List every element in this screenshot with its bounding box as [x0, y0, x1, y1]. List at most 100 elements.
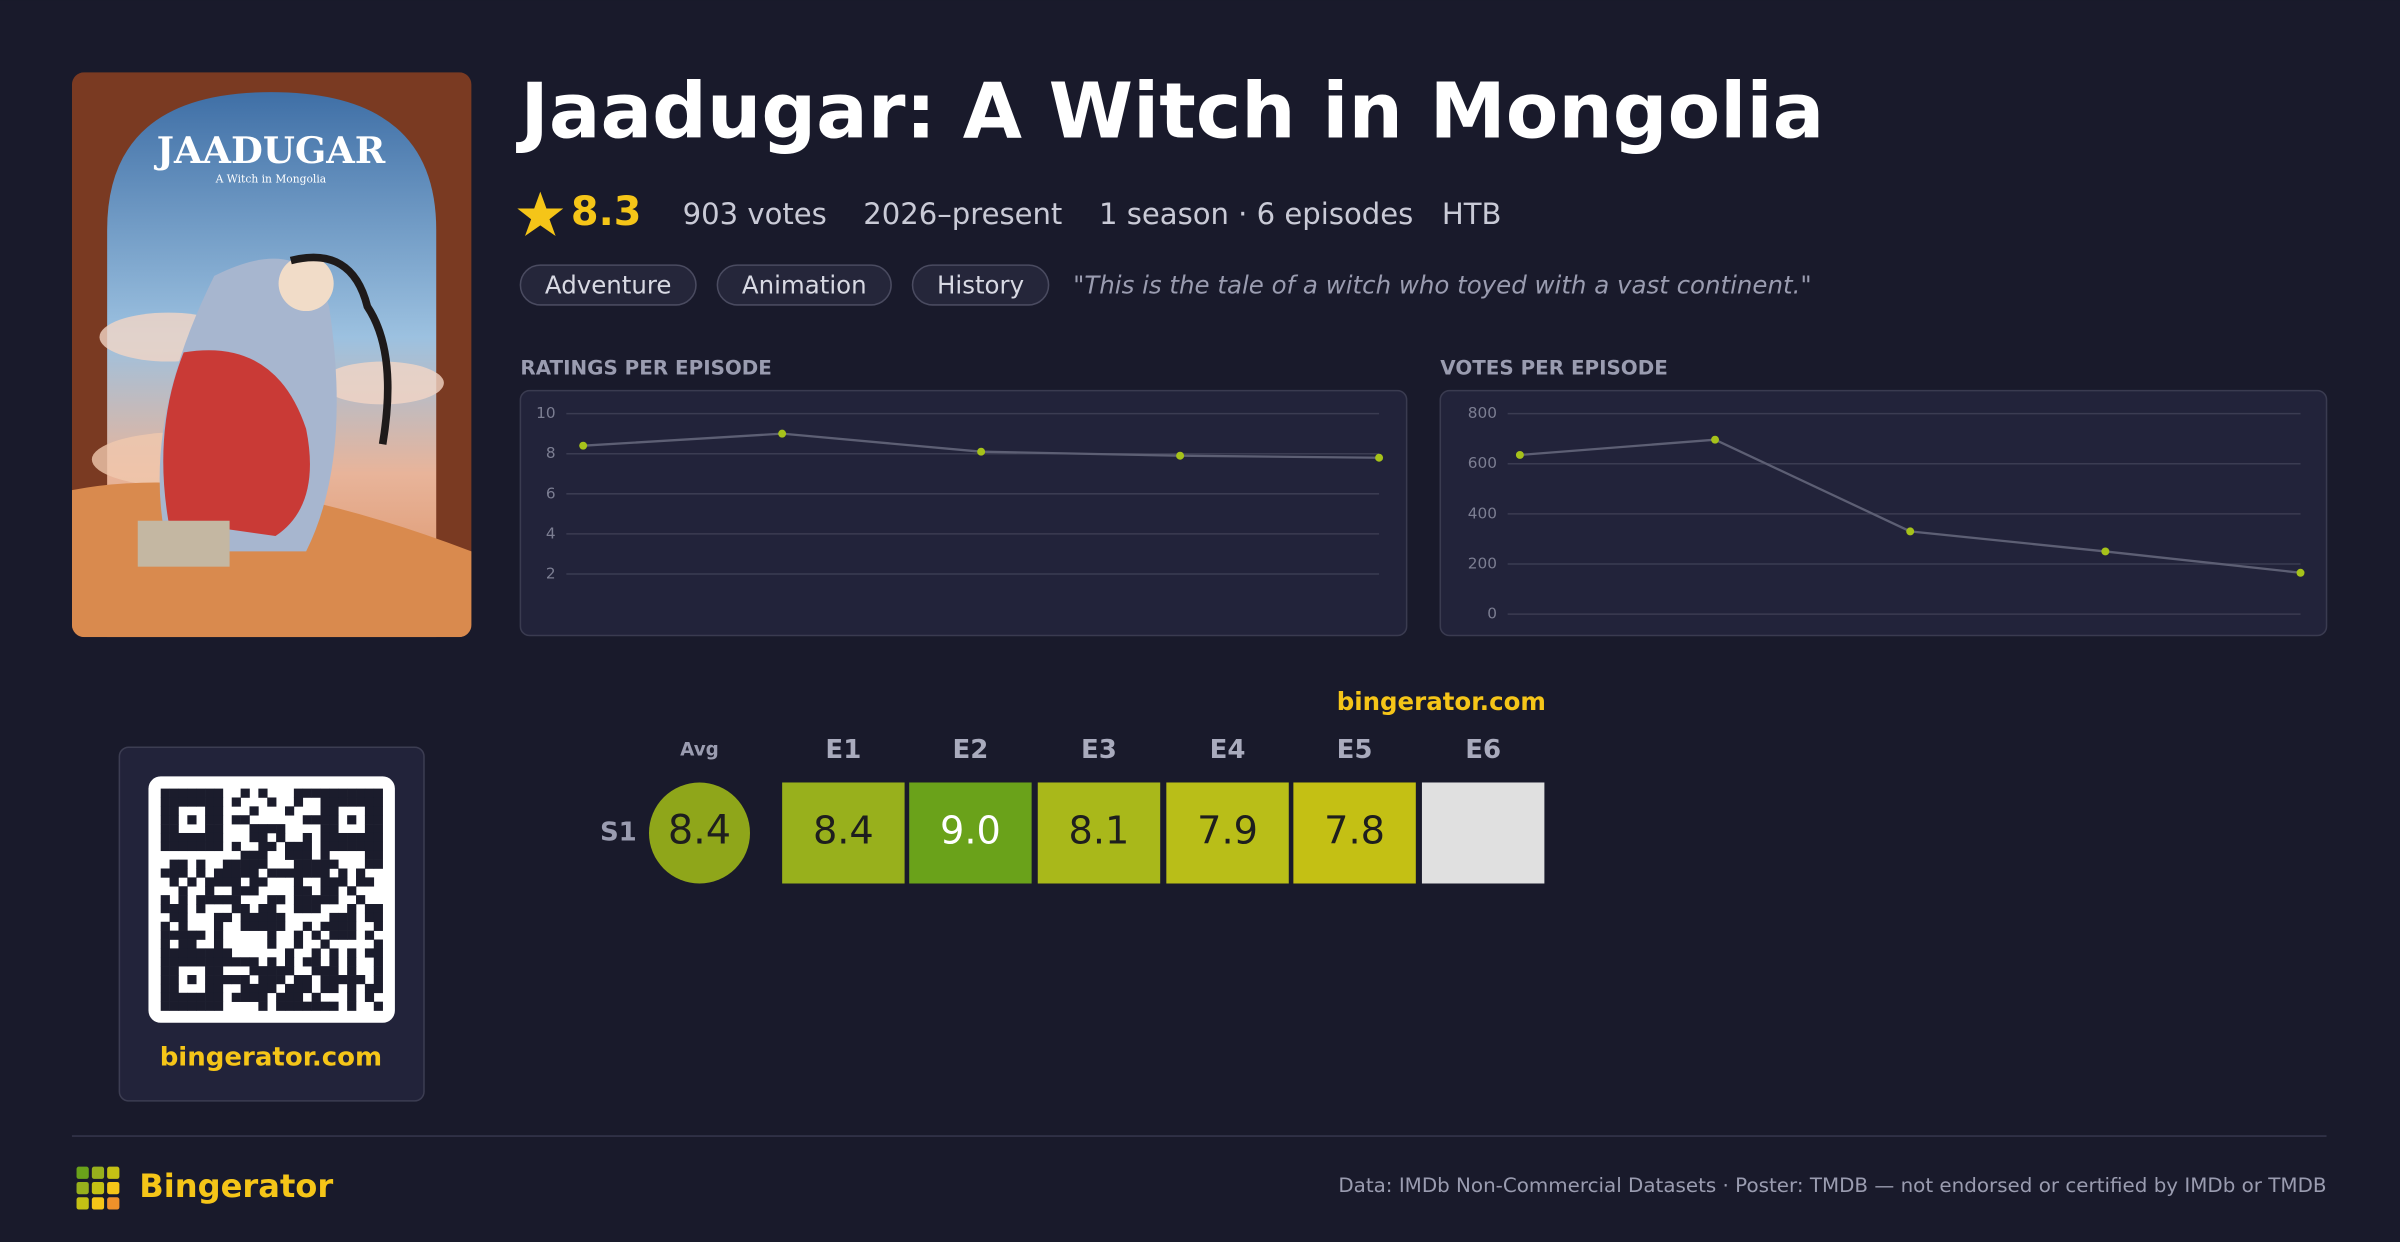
- qr-module: [320, 975, 330, 985]
- qr-module: [187, 939, 197, 949]
- qr-module: [276, 832, 286, 843]
- qr-module: [373, 921, 383, 931]
- qr-module: [329, 841, 339, 852]
- qr-module: [285, 841, 295, 852]
- qr-module: [213, 877, 224, 887]
- qr-module: [285, 850, 295, 860]
- qr-module: [373, 841, 383, 852]
- qr-module: [222, 957, 233, 967]
- qr-module: [169, 815, 179, 825]
- qr-module: [231, 877, 241, 887]
- chart-title: RATINGS PER EPISODE: [520, 357, 771, 380]
- tagline: "This is the tale of a witch who toyed w…: [1073, 271, 1812, 300]
- qr-module: [222, 948, 233, 958]
- qr-module: [178, 904, 188, 914]
- site-label: bingerator.com: [1337, 687, 1546, 716]
- qr-module: [329, 797, 339, 807]
- qr-module: [196, 904, 206, 914]
- genre-tag: [911, 264, 1050, 306]
- qr-module: [178, 841, 188, 852]
- qr-module: [213, 966, 224, 976]
- qr-module: [213, 788, 224, 798]
- qr-module: [320, 877, 330, 887]
- qr-module: [302, 1001, 312, 1011]
- qr-module: [258, 1001, 268, 1011]
- qr-module: [320, 850, 330, 860]
- qr-module: [320, 921, 330, 931]
- qr-module: [338, 930, 348, 940]
- qr-module: [373, 806, 383, 816]
- qr-module: [276, 921, 286, 931]
- qr-module: [311, 815, 321, 825]
- qr-module: [258, 912, 268, 923]
- qr-module: [160, 815, 170, 825]
- qr-module: [293, 886, 304, 896]
- point: [1375, 453, 1384, 462]
- qr-module: [231, 868, 241, 878]
- qr-module: [311, 859, 321, 869]
- qr-module: [320, 797, 330, 807]
- qr-module: [347, 886, 357, 896]
- qr-module: [320, 859, 330, 869]
- star-icon: [517, 191, 564, 237]
- qr-module: [293, 1001, 304, 1011]
- qr-module: [231, 992, 241, 1002]
- qr-module: [222, 868, 233, 878]
- qr-module: [347, 975, 357, 985]
- qr-module: [311, 966, 321, 976]
- qr-module: [311, 895, 321, 905]
- qr-module: [364, 904, 375, 914]
- qr-module: [302, 815, 312, 825]
- point: [2101, 547, 2110, 556]
- qr-module: [160, 983, 170, 994]
- qr-module: [240, 992, 250, 1002]
- genre-label: Adventure: [545, 271, 672, 300]
- qr-module: [169, 1001, 179, 1011]
- qr-module: [160, 966, 170, 976]
- qr-module: [160, 992, 170, 1002]
- qr-module: [320, 983, 330, 994]
- qr-module: [329, 815, 339, 825]
- qr-module: [364, 983, 375, 994]
- qr-module: [169, 975, 179, 985]
- qr-module: [293, 877, 304, 887]
- y-tick-label: 2: [546, 565, 556, 583]
- qr-module: [302, 886, 312, 896]
- qr-module: [196, 797, 206, 807]
- qr-module: [160, 806, 170, 816]
- qr-module: [356, 841, 366, 852]
- qr-module: [329, 806, 339, 816]
- qr-module: [347, 912, 357, 923]
- qr-module: [320, 1001, 330, 1011]
- qr-module: [276, 912, 286, 923]
- qr-module: [169, 948, 179, 958]
- qr-module: [213, 832, 224, 843]
- qr-module: [338, 921, 348, 931]
- qr-module: [213, 975, 224, 985]
- qr-module: [169, 957, 179, 967]
- episode-rating: 9.0: [940, 808, 1001, 853]
- qr-module: [160, 895, 170, 905]
- qr-module: [169, 912, 179, 923]
- qr-module: [231, 886, 241, 896]
- qr-module: [187, 797, 197, 807]
- point: [1906, 527, 1915, 536]
- episode-cell: [909, 782, 1032, 884]
- qr-module: [205, 824, 215, 834]
- qr-module: [293, 850, 304, 860]
- qr-module: [222, 859, 233, 869]
- qr-module: [338, 868, 348, 878]
- qr-module: [373, 957, 383, 967]
- qr-module: [267, 939, 277, 949]
- qr-module: [285, 992, 295, 1002]
- episode-rating: 7.8: [1324, 808, 1385, 853]
- avg-header: Avg: [680, 739, 719, 760]
- qr-module: [329, 983, 339, 994]
- qr-module: [347, 815, 357, 825]
- qr-module: [160, 797, 170, 807]
- qr-module: [293, 939, 304, 949]
- qr-module: [320, 841, 330, 852]
- qr-module: [160, 930, 170, 940]
- qr-module: [302, 904, 312, 914]
